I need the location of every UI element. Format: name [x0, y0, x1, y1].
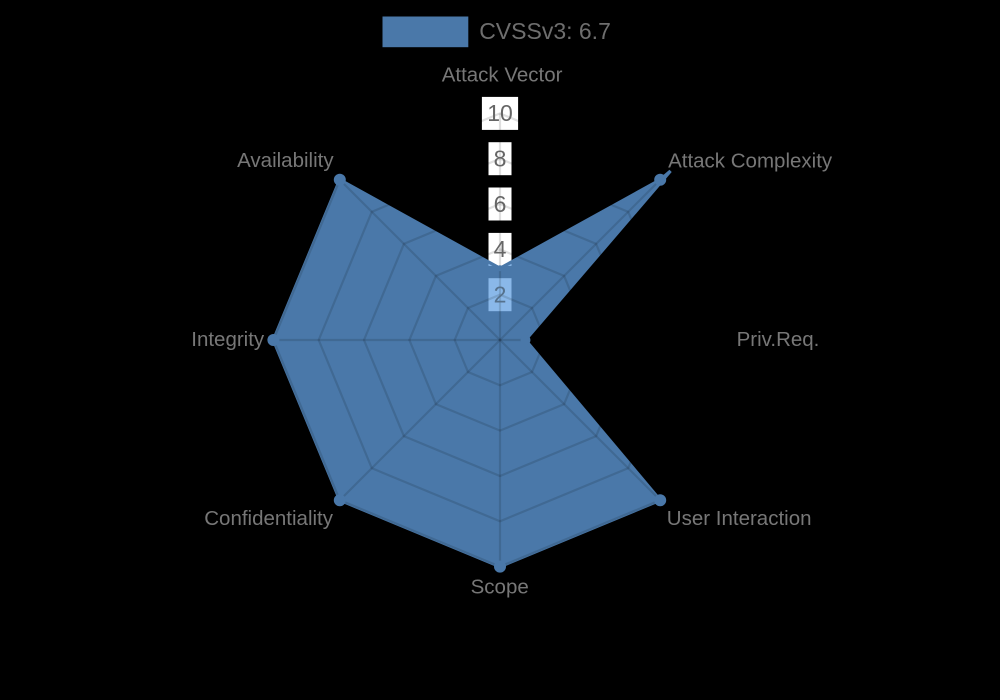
- svg-text:6: 6: [494, 191, 507, 217]
- svg-text:8: 8: [494, 146, 507, 172]
- svg-text:Attack Vector: Attack Vector: [442, 64, 563, 87]
- svg-text:Attack Complexity: Attack Complexity: [668, 149, 833, 172]
- svg-text:2: 2: [494, 282, 507, 308]
- svg-text:Scope: Scope: [471, 575, 529, 598]
- svg-text:Confidentiality: Confidentiality: [204, 507, 334, 530]
- svg-text:4: 4: [494, 236, 507, 262]
- svg-text:User Interaction: User Interaction: [667, 507, 812, 530]
- svg-text:Availability: Availability: [237, 149, 334, 172]
- svg-text:CVSSv3: 6.7: CVSSv3: 6.7: [479, 18, 611, 44]
- svg-text:10: 10: [487, 100, 513, 126]
- svg-text:Integrity: Integrity: [191, 328, 265, 351]
- svg-text:Priv.Req.: Priv.Req.: [737, 328, 820, 351]
